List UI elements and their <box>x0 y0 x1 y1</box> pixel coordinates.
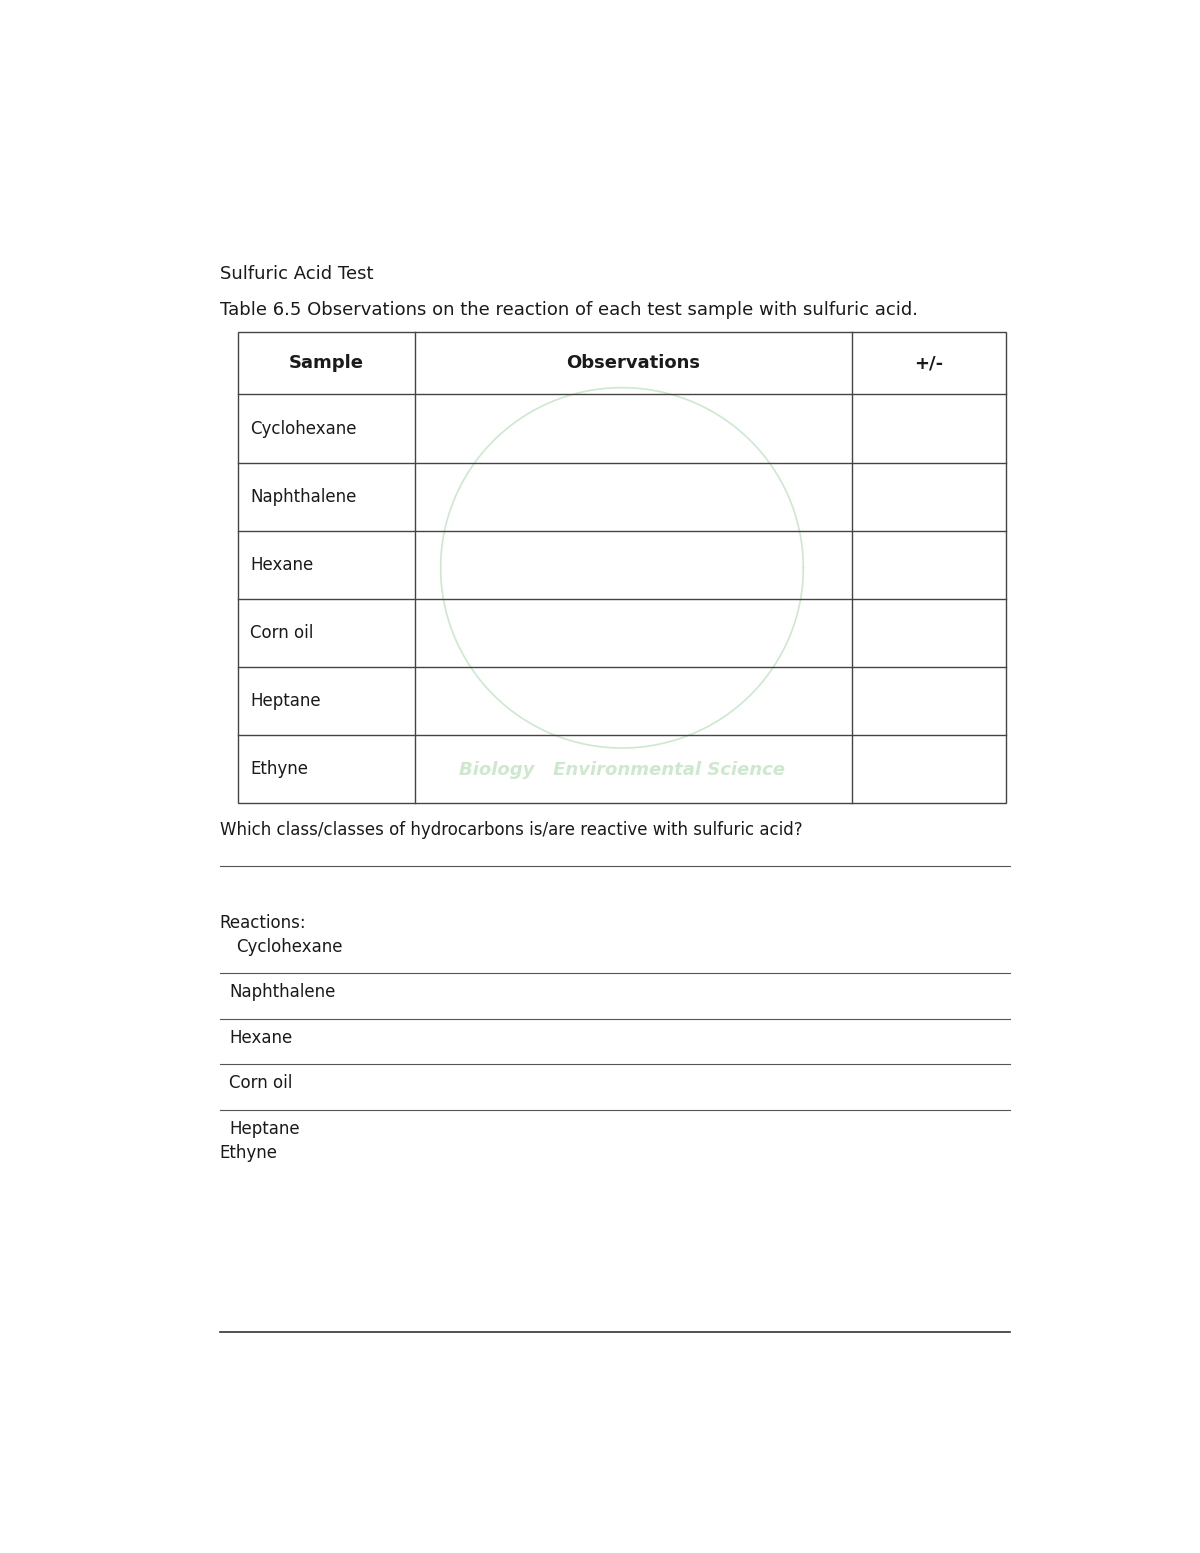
Text: Sulfuric Acid Test: Sulfuric Acid Test <box>220 264 373 283</box>
Text: Heptane: Heptane <box>251 693 322 710</box>
Text: Hexane: Hexane <box>229 1028 293 1047</box>
Text: +/-: +/- <box>914 354 943 373</box>
Bar <box>239 332 1006 803</box>
Text: Naphthalene: Naphthalene <box>229 983 336 1002</box>
Text: Ethyne: Ethyne <box>251 761 308 778</box>
Text: Naphthalene: Naphthalene <box>251 488 356 506</box>
Text: Biology   Environmental Science: Biology Environmental Science <box>458 761 785 780</box>
Text: Table 6.5 Observations on the reaction of each test sample with sulfuric acid.: Table 6.5 Observations on the reaction o… <box>220 301 918 318</box>
Text: Cyclohexane: Cyclohexane <box>236 938 343 957</box>
Text: Observations: Observations <box>566 354 701 373</box>
Text: Corn oil: Corn oil <box>229 1075 293 1092</box>
Text: Reactions:: Reactions: <box>220 915 306 932</box>
Text: Cyclohexane: Cyclohexane <box>251 419 356 438</box>
Text: Hexane: Hexane <box>251 556 313 575</box>
Text: Sample: Sample <box>289 354 365 373</box>
Text: Heptane: Heptane <box>229 1120 300 1138</box>
Text: Ethyne: Ethyne <box>220 1143 277 1162</box>
Text: Corn oil: Corn oil <box>251 624 314 641</box>
Text: Which class/classes of hydrocarbons is/are reactive with sulfuric acid?: Which class/classes of hydrocarbons is/a… <box>220 820 803 839</box>
